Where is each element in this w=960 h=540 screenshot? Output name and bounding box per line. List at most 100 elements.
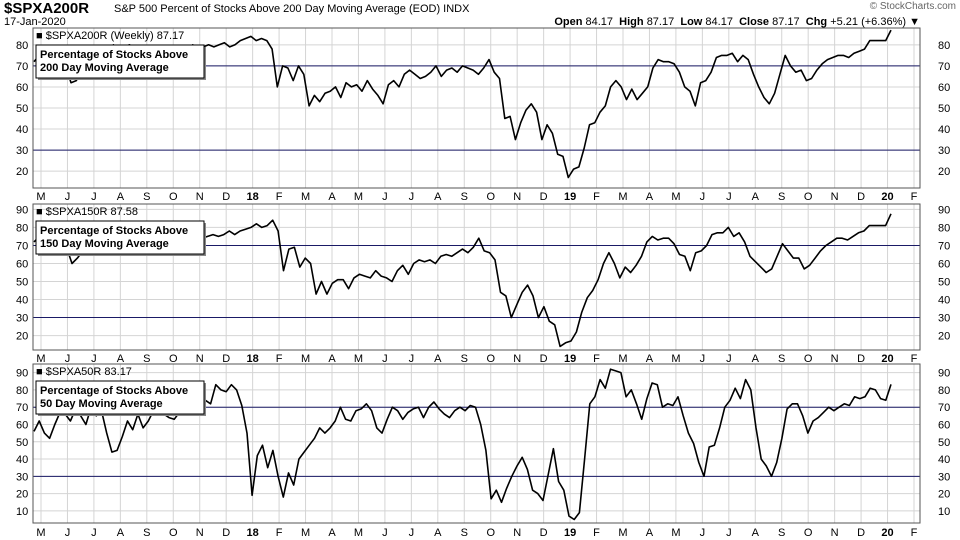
y-tick-label-left: 40 — [16, 124, 28, 136]
x-tick-label: J — [91, 353, 97, 365]
x-tick-label: 20 — [881, 353, 893, 365]
y-tick-label-left: 40 — [16, 295, 28, 307]
x-tick-label: S — [778, 191, 785, 203]
x-tick-label: M — [301, 191, 310, 203]
x-tick-label: O — [169, 353, 178, 365]
high-value: 87.17 — [646, 16, 675, 28]
y-tick-label-right: 40 — [938, 295, 950, 307]
x-tick-label: A — [752, 353, 760, 365]
x-tick-label: A — [328, 191, 336, 203]
x-tick-label: A — [434, 353, 442, 365]
x-tick-label: J — [382, 191, 388, 203]
y-tick-label-left: 90 — [16, 368, 28, 380]
y-tick-label-right: 80 — [938, 40, 950, 52]
scroll-down-icon[interactable]: ▼ — [909, 16, 920, 28]
y-tick-label-left: 80 — [16, 222, 28, 234]
y-tick-label-right: 70 — [938, 402, 950, 414]
x-tick-label: S — [461, 353, 468, 365]
y-tick-label-left: 80 — [16, 40, 28, 52]
x-tick-label: M — [354, 191, 363, 203]
x-tick-label: J — [409, 191, 415, 203]
x-tick-label: 19 — [564, 353, 576, 365]
x-tick-label: J — [91, 527, 97, 539]
label-box-text: 200 Day Moving Average — [40, 62, 169, 74]
x-tick-label: O — [486, 527, 495, 539]
x-tick-label: J — [726, 191, 732, 203]
x-tick-label: S — [461, 191, 468, 203]
x-tick-label: J — [700, 191, 706, 203]
x-tick-label: F — [593, 353, 600, 365]
x-tick-label: F — [911, 527, 918, 539]
y-tick-label-left: 60 — [16, 258, 28, 270]
panel-label: ■ $SPXA150R 87.58 — [36, 206, 138, 218]
label-box-text: 50 Day Moving Average — [40, 398, 163, 410]
x-tick-label: F — [593, 191, 600, 203]
x-tick-label: J — [65, 191, 71, 203]
y-tick-label-left: 40 — [16, 454, 28, 466]
y-tick-label-left: 80 — [16, 385, 28, 397]
y-tick-label-right: 80 — [938, 385, 950, 397]
y-tick-label-right: 60 — [938, 419, 950, 431]
y-tick-label-right: 10 — [938, 506, 950, 518]
x-tick-label: M — [618, 527, 627, 539]
y-tick-label-left: 20 — [16, 489, 28, 501]
panel-label: ■ $SPXA200R (Weekly) 87.17 — [36, 30, 184, 42]
chart-date: 17-Jan-2020 — [4, 16, 66, 28]
open-value: 84.17 — [585, 16, 614, 28]
x-tick-label: N — [513, 527, 521, 539]
y-tick-label-right: 50 — [938, 103, 950, 115]
x-tick-label: D — [857, 353, 865, 365]
x-tick-label: S — [143, 353, 150, 365]
y-tick-label-right: 80 — [938, 222, 950, 234]
panel-frame — [32, 203, 921, 351]
x-tick-label: A — [752, 527, 760, 539]
x-tick-label: M — [354, 527, 363, 539]
x-tick-label: 18 — [247, 527, 259, 539]
x-tick-label: A — [434, 527, 442, 539]
exchange-text: INDX — [443, 3, 470, 15]
x-tick-label: D — [540, 527, 548, 539]
x-tick-label: A — [434, 191, 442, 203]
x-tick-label: 19 — [564, 191, 576, 203]
x-tick-label: M — [36, 353, 45, 365]
x-tick-label: A — [328, 527, 336, 539]
x-tick-label: A — [328, 353, 336, 365]
y-tick-label-right: 50 — [938, 277, 950, 289]
y-tick-label-left: 70 — [16, 61, 28, 73]
y-tick-label-right: 40 — [938, 454, 950, 466]
x-tick-label: F — [593, 527, 600, 539]
chart-panel-3: 10 10 20 20 30 30 40 40 50 50 60 60 70 70 80 80 90 90 ■ $S… — [16, 363, 950, 539]
x-tick-label: O — [804, 527, 813, 539]
x-tick-label: M — [618, 353, 627, 365]
x-tick-label: F — [276, 191, 283, 203]
x-tick-label: N — [513, 191, 521, 203]
y-tick-label-right: 90 — [938, 368, 950, 380]
y-tick-label-left: 20 — [16, 331, 28, 343]
label-box — [35, 220, 205, 255]
x-tick-label: J — [382, 527, 388, 539]
x-tick-label: D — [222, 191, 230, 203]
chart-panel-2: 20 20 30 30 40 40 50 50 60 60 70 70 80 80 90 90 ■ $SPXA1… — [16, 203, 950, 365]
panel-label: ■ $SPXA50R 83.17 — [36, 366, 132, 378]
x-tick-label: M — [671, 527, 680, 539]
x-tick-label: N — [513, 353, 521, 365]
x-tick-label: S — [461, 527, 468, 539]
x-tick-label: J — [700, 527, 706, 539]
x-tick-label: N — [196, 191, 204, 203]
x-tick-label: A — [646, 353, 654, 365]
x-tick-label: O — [169, 527, 178, 539]
y-tick-label-left: 10 — [16, 506, 28, 518]
x-tick-label: M — [671, 353, 680, 365]
ohlc-readout: Open 84.17 High 87.17 Low 84.17 Close 87… — [554, 16, 920, 28]
x-tick-label: N — [831, 191, 839, 203]
y-tick-label-right: 30 — [938, 313, 950, 325]
x-tick-label: D — [857, 191, 865, 203]
y-tick-label-left: 30 — [16, 313, 28, 325]
x-tick-label: D — [540, 353, 548, 365]
watermark: © StockCharts.com — [869, 1, 956, 12]
x-tick-label: M — [354, 353, 363, 365]
x-tick-label: M — [618, 191, 627, 203]
x-tick-label: N — [196, 527, 204, 539]
y-tick-label-right: 30 — [938, 471, 950, 483]
chart-panel-1: 20 20 30 30 40 40 50 50 60 60 70 70 80 80 ■ $SPXA200R … — [16, 27, 950, 203]
